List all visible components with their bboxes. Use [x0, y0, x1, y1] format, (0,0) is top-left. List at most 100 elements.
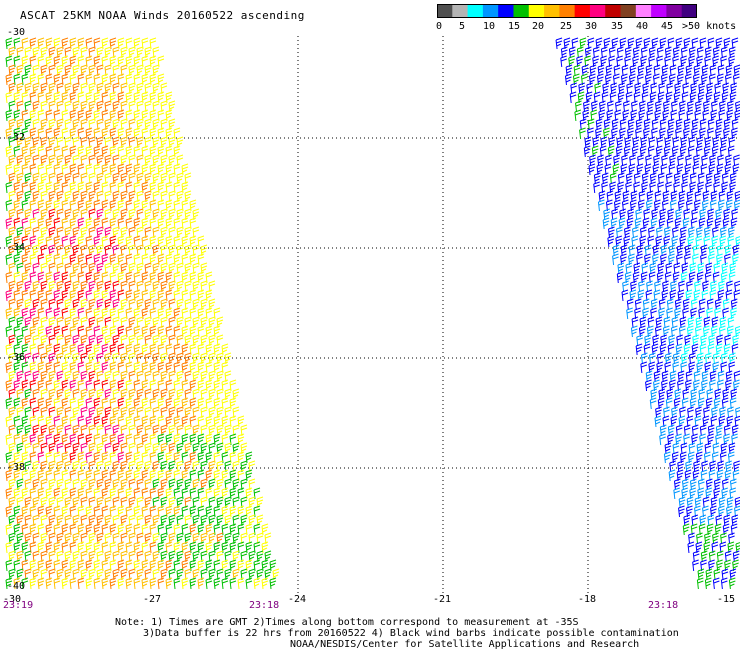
colorbar-swatch: [605, 4, 622, 18]
wind-barb: [635, 343, 643, 356]
wind-barb: [165, 91, 173, 104]
wind-barb: [24, 64, 32, 77]
wind-barb: [663, 451, 671, 464]
wind-barb: [53, 199, 61, 212]
x-tick-label: -15: [717, 594, 736, 605]
map-title: ASCAT 25KM NOAA Winds 20160522 ascending: [20, 9, 305, 22]
wind-barb: [165, 577, 173, 590]
wind-barb: [37, 577, 45, 590]
wind-barb: [5, 487, 13, 500]
wind-barb: [213, 577, 221, 590]
wind-barb: [616, 271, 624, 284]
wind-barb: [5, 523, 13, 536]
colorbar-swatch: [635, 4, 652, 18]
wind-barb: [173, 577, 181, 590]
colorbar-swatch: [467, 4, 484, 18]
wind-barb: [85, 217, 93, 230]
wind-barb: [45, 181, 53, 194]
wind-barb: [64, 64, 72, 77]
note-line-2: 3)Data buffer is 22 hrs from 20160522 4)…: [143, 628, 679, 639]
wind-barb: [141, 577, 149, 590]
wind-barb: [45, 577, 53, 590]
wind-barb: [205, 577, 213, 590]
swath-time-label: 23:18: [648, 600, 679, 611]
wind-barb: [24, 244, 32, 257]
wind-barb: [61, 577, 69, 590]
colorbar-swatch: [452, 4, 469, 18]
wind-barb: [48, 118, 56, 131]
wind-barb: [5, 289, 13, 302]
wind-barb: [5, 127, 13, 140]
wind-barb: [176, 190, 184, 203]
colorbar-swatch: [651, 4, 667, 18]
wind-barb: [560, 55, 567, 68]
wind-barb: [5, 73, 13, 86]
wind-barb: [5, 235, 13, 248]
wind-barb: [5, 307, 13, 320]
wind-barb: [197, 577, 205, 590]
wind-barb: [649, 397, 657, 410]
note-line-3: NOAA/NESDIS/Center for Satellite Applica…: [290, 639, 640, 650]
swath-time-label: 23:19: [3, 600, 34, 611]
wind-barb: [96, 46, 104, 59]
wind-barb: [564, 73, 572, 86]
wind-barb: [64, 154, 72, 167]
wind-barb: [682, 523, 690, 536]
wind-barb: [32, 172, 40, 185]
wind-barb: [5, 325, 13, 338]
wind-barb: [112, 208, 120, 221]
wind-barb: [712, 577, 720, 590]
wind-barb: [37, 199, 45, 212]
wind-map: [0, 36, 740, 594]
wind-barb: [152, 118, 160, 131]
wind-barb: [569, 91, 577, 104]
wind-barb: [704, 577, 712, 590]
colorbar-label: >50 knots: [682, 21, 737, 32]
wind-barb: [8, 118, 16, 131]
wind-barb: [602, 217, 610, 230]
wind-barb: [583, 145, 591, 158]
colorbar-swatch: [513, 4, 530, 18]
wind-barb: [5, 163, 13, 176]
wind-barb: [5, 217, 13, 230]
wind-barb: [133, 55, 141, 68]
wind-barb: [112, 226, 120, 239]
wind-barb: [673, 487, 680, 500]
x-tick-label: -27: [143, 594, 162, 605]
wind-barb: [5, 145, 13, 158]
wind-barb: [626, 307, 633, 320]
y-tick-label: -36: [7, 352, 26, 363]
wind-barb: [696, 577, 704, 590]
colorbar-swatch: [559, 4, 576, 18]
colorbar-swatches: [437, 4, 698, 18]
wind-barb: [221, 577, 229, 590]
wind-barb: [678, 505, 685, 518]
wind-barb: [69, 91, 77, 104]
wind-barb: [53, 577, 61, 590]
wind-barb: [593, 181, 600, 194]
wind-barb: [5, 37, 13, 50]
wind-barb: [5, 379, 13, 392]
wind-barb: [555, 37, 563, 50]
colorbar-label: 25: [560, 21, 573, 32]
wind-barb: [5, 415, 13, 428]
swath-time-label: 23:18: [249, 600, 280, 611]
wind-barb: [659, 433, 666, 446]
wind-barb: [157, 577, 165, 590]
wind-barb: [237, 577, 245, 590]
wind-barb: [149, 577, 157, 590]
wind-barb: [5, 199, 13, 212]
wind-barb: [104, 46, 112, 59]
wind-barb: [654, 415, 662, 428]
wind-barb: [117, 577, 125, 590]
wind-barb: [101, 577, 109, 590]
wind-barb: [645, 379, 652, 392]
wind-barb: [136, 82, 144, 95]
wind-barb: [597, 199, 605, 212]
wind-barb: [104, 226, 112, 239]
wind-barb: [77, 181, 85, 194]
colorbar-swatch: [620, 4, 637, 18]
wind-barb: [24, 118, 32, 131]
wind-barb: [630, 325, 638, 338]
wind-barb: [133, 577, 141, 590]
